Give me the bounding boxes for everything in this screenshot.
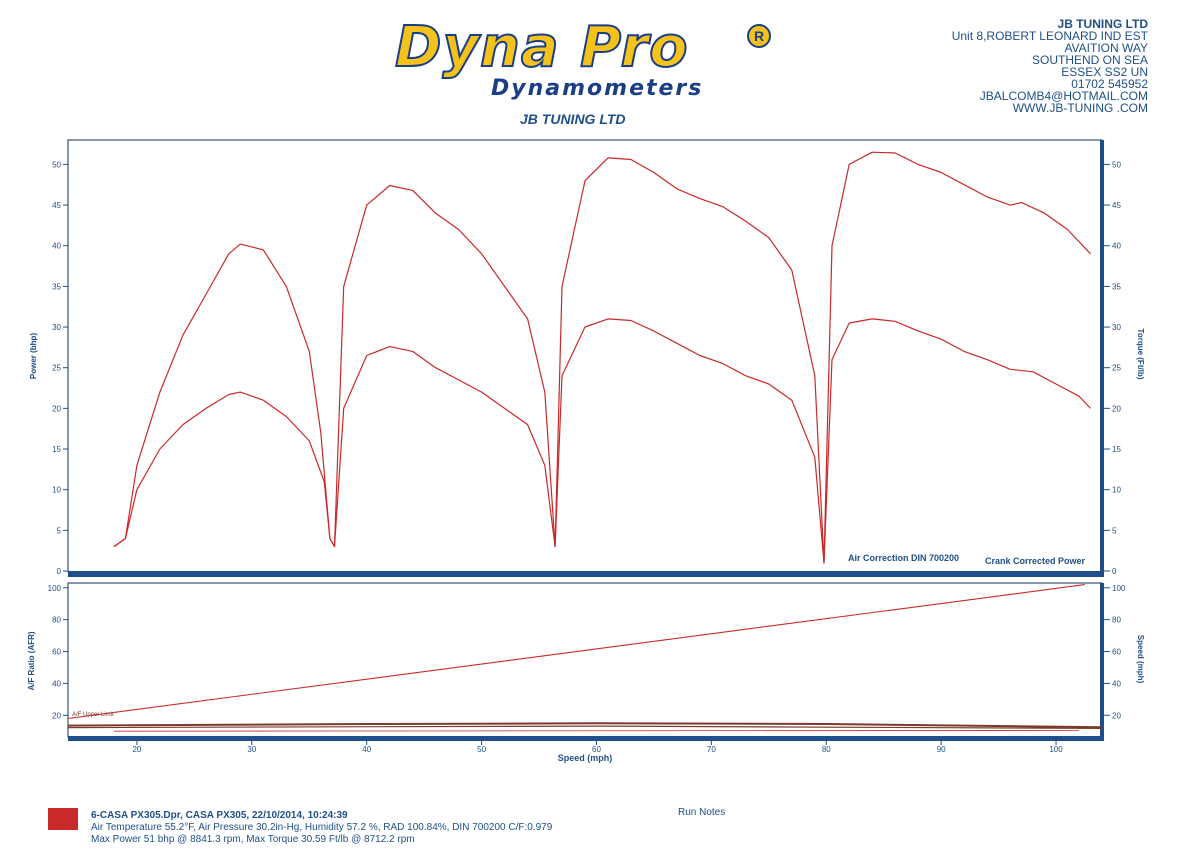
torque-tick-label: 25 xyxy=(1112,364,1121,373)
speed-axis-label: Speed (mph) xyxy=(558,753,613,763)
power-tick-label: 35 xyxy=(52,282,61,291)
run-notes-label: Run Notes xyxy=(678,807,726,818)
max-values-line: Max Power 51 bhp @ 8841.3 rpm, Max Torqu… xyxy=(91,834,415,845)
torque-tick-label: 30 xyxy=(1112,323,1121,332)
power-panel-frame xyxy=(67,139,1103,573)
power-axis-label: Power (bhp) xyxy=(29,333,38,380)
torque-axis-label: Torque (Ft/lb) xyxy=(1136,329,1145,380)
speed-right-tick-label: 20 xyxy=(1112,711,1121,720)
afr-tick-label: 60 xyxy=(52,648,61,657)
afr-panel-frame xyxy=(67,582,1103,738)
torque-tick-label: 10 xyxy=(1112,486,1121,495)
afr-tick-label: 100 xyxy=(48,584,62,593)
address-line: AVAITION WAY xyxy=(1064,41,1148,55)
address-line: Unit 8,ROBERT LEONARD IND EST xyxy=(951,29,1148,43)
power-tick-label: 30 xyxy=(52,323,61,332)
afr-lower-line xyxy=(113,730,1080,732)
power-curve xyxy=(113,151,1091,564)
power-tick-label: 40 xyxy=(52,242,61,251)
torque-tick-label: 20 xyxy=(1112,404,1121,413)
power-tick-label: 5 xyxy=(57,526,62,535)
brand-name: Dyna Pro xyxy=(394,15,689,80)
power-panel-bottom-bar xyxy=(68,571,1102,577)
speed-right-tick-label: 100 xyxy=(1112,584,1126,593)
power-tick-label: 50 xyxy=(52,160,61,169)
speed-right-tick-label: 40 xyxy=(1112,679,1121,688)
address-line: ESSEX SS2 UN xyxy=(1061,65,1148,79)
power-tick-label: 45 xyxy=(52,201,61,210)
power-tick-label: 15 xyxy=(52,445,61,454)
torque-tick-label: 15 xyxy=(1112,445,1121,454)
registered-mark-icon: R xyxy=(747,24,771,48)
afr-upper-limit-line xyxy=(67,722,1103,729)
afr-upper-limit-label: A/F Upper Limit xyxy=(72,712,114,718)
address-line: SOUTHEND ON SEA xyxy=(1031,53,1148,67)
afr-panel-right-bar xyxy=(1100,583,1104,741)
speed-tick-label: 20 xyxy=(132,745,141,754)
run-info: 6-CASA PX305.Dpr, CASA PX305, 22/10/2014… xyxy=(91,810,552,846)
afr-panel-bottom-bar xyxy=(68,736,1102,741)
power-panel-right-bar xyxy=(1100,140,1104,577)
power-tick-label: 0 xyxy=(57,567,62,576)
brand-subtitle: Dynamometers xyxy=(491,76,704,101)
speed-tick-label: 40 xyxy=(362,745,371,754)
afr-line xyxy=(67,725,1103,729)
run-file-line: 6-CASA PX305.Dpr, CASA PX305, 22/10/2014… xyxy=(91,810,348,821)
speed-tick-label: 60 xyxy=(592,745,601,754)
run-color-swatch xyxy=(48,808,78,830)
torque-tick-label: 40 xyxy=(1112,242,1121,251)
power-tick-label: 10 xyxy=(52,486,61,495)
crank-corrected-label: Crank Corrected Power xyxy=(985,556,1086,566)
speed-line xyxy=(67,584,1085,720)
speed-right-axis-label: Speed (mph) xyxy=(1136,635,1145,684)
address-line: JB TUNING LTD xyxy=(1057,17,1148,31)
speed-tick-label: 70 xyxy=(707,745,716,754)
speed-right-tick-label: 80 xyxy=(1112,616,1121,625)
torque-tick-label: 0 xyxy=(1112,567,1117,576)
speed-right-tick-label: 60 xyxy=(1112,648,1121,657)
speed-tick-label: 30 xyxy=(247,745,256,754)
afr-tick-label: 40 xyxy=(52,679,61,688)
air-correction-label: Air Correction DIN 700200 xyxy=(848,553,959,563)
torque-tick-label: 5 xyxy=(1112,526,1117,535)
speed-tick-label: 80 xyxy=(822,745,831,754)
speed-tick-label: 100 xyxy=(1049,745,1063,754)
chart-subtitle: JB TUNING LTD xyxy=(520,111,626,127)
speed-tick-label: 50 xyxy=(477,745,486,754)
speed-tick-label: 90 xyxy=(937,745,946,754)
torque-tick-label: 35 xyxy=(1112,282,1121,291)
afr-tick-label: 80 xyxy=(52,616,61,625)
afr-axis-label: A/F Ratio (AFR) xyxy=(27,631,36,690)
afr-tick-label: 20 xyxy=(52,711,61,720)
torque-tick-label: 50 xyxy=(1112,160,1121,169)
conditions-line: Air Temperature 55.2°F, Air Pressure 30.… xyxy=(91,822,553,833)
address-line: 01702 545952 xyxy=(1071,77,1148,91)
power-tick-label: 20 xyxy=(52,404,61,413)
torque-curve xyxy=(113,318,1091,564)
dynapro-logo: Dyna Pro R Dynamometers xyxy=(394,15,775,106)
power-tick-label: 25 xyxy=(52,364,61,373)
address-block: JB TUNING LTD Unit 8,ROBERT LEONARD IND … xyxy=(952,18,1148,114)
address-line: JBALCOMB4@HOTMAIL.COM xyxy=(979,89,1148,103)
torque-tick-label: 45 xyxy=(1112,201,1121,210)
address-line: WWW.JB-TUNING .COM xyxy=(1012,101,1148,115)
